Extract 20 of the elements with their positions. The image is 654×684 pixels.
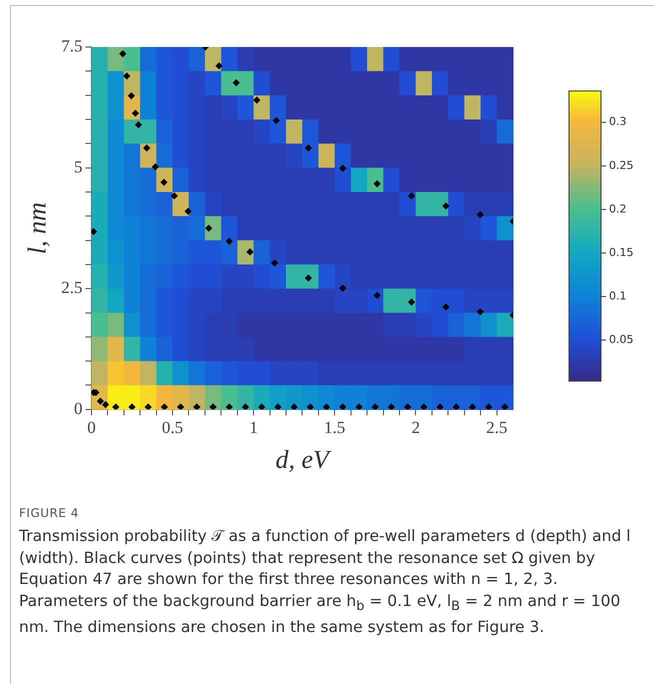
color-bar-label: 0.3 — [609, 115, 626, 128]
x-tick-label: 0 — [87, 418, 96, 438]
x-tick-label: 1 — [249, 418, 258, 438]
x-axis-title: d, eV — [276, 445, 332, 474]
text: Transmission probability 𝒯 as a function of pre-well parameters d (depth) and l (width). Black curves (points) that represent the resonance set Ω given by Equation 47 are shown for the first three resonances with n = 1, 2, 3. Parameters of the background barrier are h$_{b}$ = 0.1 eV, l$_{B}$ = 2 nm and r = 100 nm. The dimensions are chosen in the same system as for Figure 3. — [19, 527, 631, 636]
color-bar-label: 0.1 — [609, 289, 626, 302]
y-tick-label: 0 — [74, 398, 82, 418]
color-bar-label: 0.15 — [609, 246, 634, 259]
color-bar-label: 0.25 — [609, 158, 634, 172]
y-tick-label: 5 — [74, 157, 82, 176]
x-tick-label: 2 — [411, 418, 420, 438]
x-tick-label: 2.5 — [486, 418, 508, 438]
caption: FIGURE 4 — [19, 506, 79, 520]
x-tick-label: 0.5 — [162, 418, 184, 438]
color-bar-label: 0.2 — [609, 202, 626, 216]
y-tick-label: 7.5 — [61, 36, 82, 56]
y-axis-title: l, nm — [22, 202, 52, 254]
x-tick-label: 1.5 — [324, 418, 346, 438]
y-tick-label: 2.5 — [61, 278, 82, 298]
color-bar-label: 0.05 — [609, 332, 634, 346]
